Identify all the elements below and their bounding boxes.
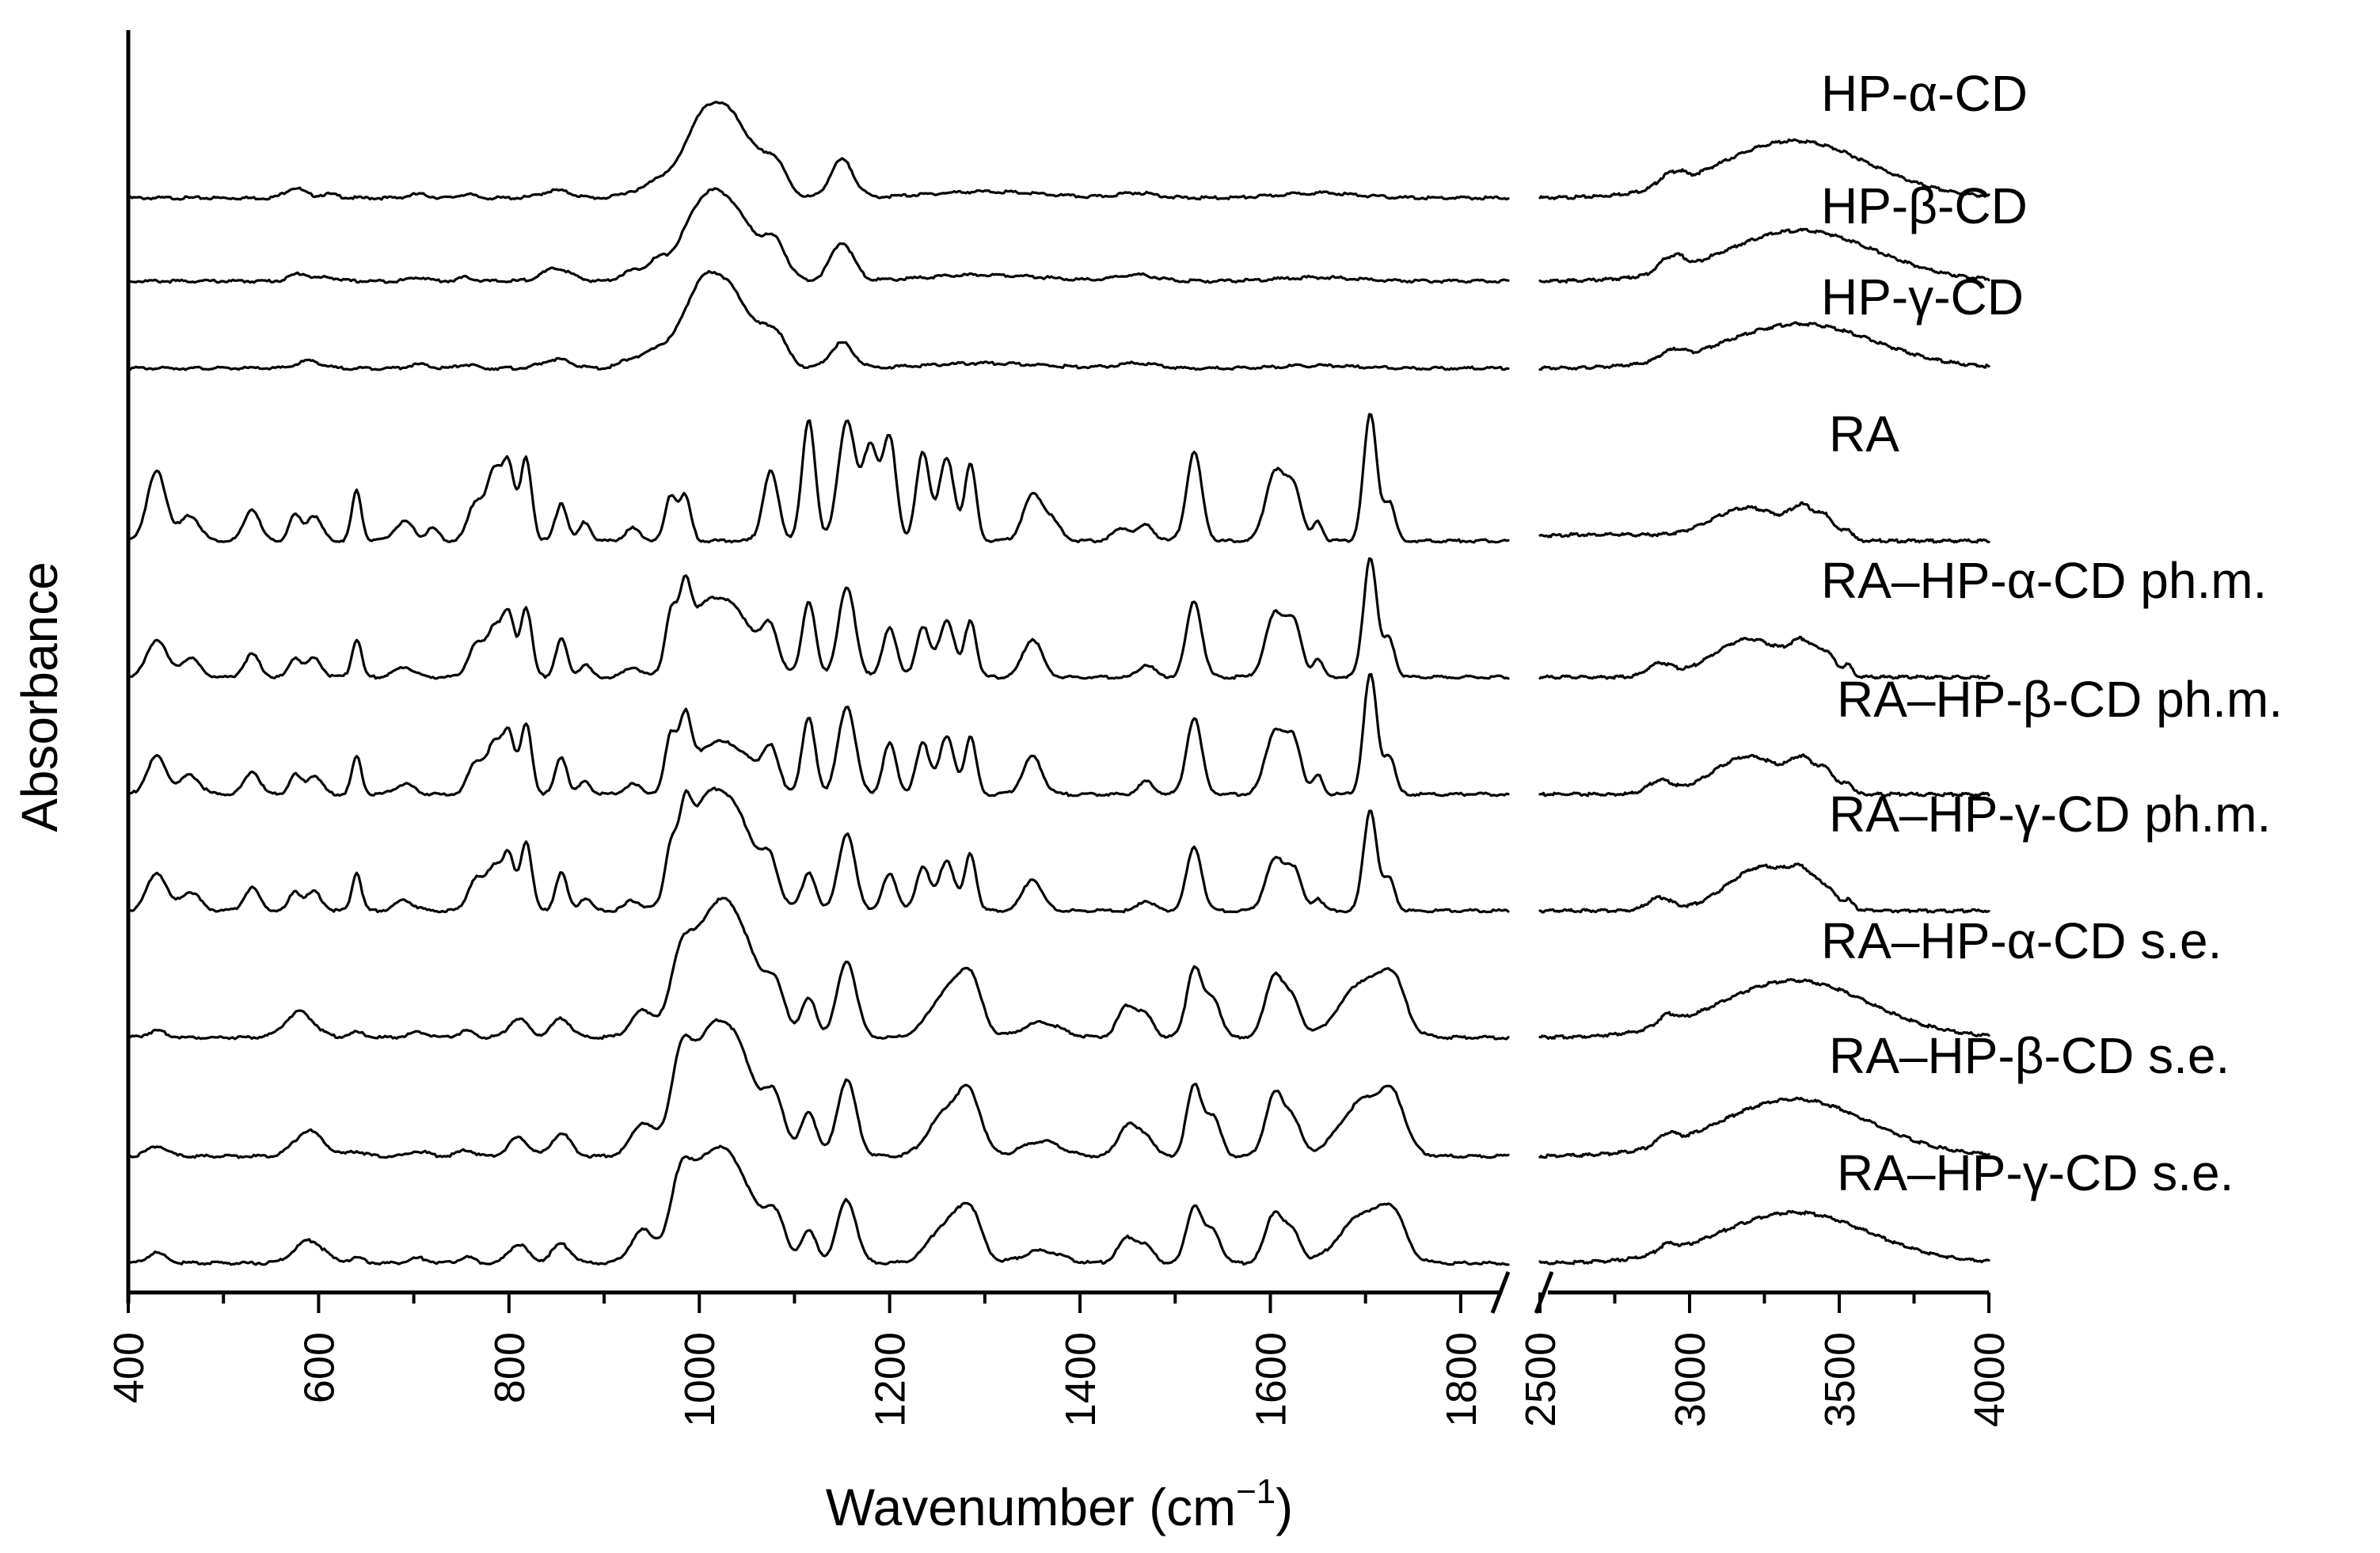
spectrum-line-8-seg-2: [1538, 978, 1990, 1041]
y-axis-label: Absorbance: [11, 561, 68, 832]
spectrum-line-2-seg-1: [127, 187, 1510, 284]
spectrum-line-4-seg-1: [127, 413, 1510, 544]
x-axis-label: Wavenumber (cm−1): [826, 1472, 1294, 1536]
x-tick-label-2500: 2500: [1517, 1332, 1564, 1427]
series-label-8: RA–HP-α-CD s.e.: [1821, 912, 2222, 969]
series-label-4: RA: [1829, 405, 1899, 462]
series-label-3: HP-γ-CD: [1821, 268, 2024, 325]
x-axis-label-close: ): [1276, 1478, 1293, 1536]
spectrum-line-1-seg-1: [127, 101, 1510, 201]
spectrum-line-9-seg-2: [1538, 1096, 1990, 1159]
spectrum-line-7-seg-2: [1538, 862, 1990, 914]
x-tick-label-4000: 4000: [1966, 1332, 2013, 1427]
series-label-10: RA–HP-γ-CD s.e.: [1837, 1144, 2234, 1201]
x-axis-label-main: Wavenumber (cm: [826, 1478, 1236, 1536]
series-labels: HP-α-CD HP-β-CD HP-γ-CD RA RA–HP-α-CD ph.m. R…: [1821, 65, 2283, 1201]
x-tick-label-800: 800: [486, 1332, 534, 1403]
series-label-9: RA–HP-β-CD s.e.: [1829, 1027, 2230, 1084]
series-label-2: HP-β-CD: [1821, 177, 2028, 234]
spectrum-line-6-seg-2: [1538, 753, 1990, 797]
spectrum-line-8-seg-1: [127, 896, 1510, 1041]
x-tick-label-1800: 1800: [1438, 1332, 1485, 1427]
spectrum-line-3-seg-1: [127, 269, 1510, 371]
axes-group: 400 600 800 1000 1200 1400 1600 1800 2500 3000 350…: [105, 30, 2013, 1427]
spectrum-line-5-seg-2: [1538, 635, 1990, 680]
axis-break-mark-left: [1490, 1271, 1511, 1314]
x-tick-label-1400: 1400: [1057, 1332, 1104, 1427]
spectrum-line-1-seg-2: [1538, 138, 1990, 200]
spectrum-line-7-seg-1: [127, 786, 1510, 914]
x-axis-label-superscript: −1: [1236, 1472, 1276, 1511]
x-tick-label-1200: 1200: [867, 1332, 914, 1427]
spectrum-line-6-seg-1: [127, 672, 1510, 797]
spectrum-line-2-seg-2: [1538, 227, 1990, 284]
series-label-6: RA–HP-β-CD ph.m.: [1837, 671, 2283, 728]
x-tick-label-1600: 1600: [1247, 1332, 1295, 1427]
spectrum-line-3-seg-2: [1538, 321, 1990, 371]
x-tick-label-3000: 3000: [1667, 1332, 1714, 1427]
spectrum-line-9-seg-1: [127, 1018, 1510, 1159]
series-label-5: RA–HP-α-CD ph.m.: [1821, 552, 2267, 609]
spectrum-line-5-seg-1: [127, 557, 1510, 680]
x-tick-label-1000: 1000: [676, 1332, 724, 1427]
x-tick-label-600: 600: [295, 1332, 343, 1403]
series-label-1: HP-α-CD: [1821, 65, 2028, 122]
x-tick-label-400: 400: [105, 1332, 153, 1403]
spectra-group: [127, 101, 1990, 1266]
series-label-7: RA–HP-γ-CD ph.m.: [1829, 786, 2271, 843]
spectrum-line-10-seg-2: [1538, 1209, 1990, 1266]
x-tick-label-3500: 3500: [1816, 1332, 1864, 1427]
spectrum-line-4-seg-2: [1538, 501, 1990, 544]
spectrum-line-10-seg-1: [127, 1144, 1510, 1266]
